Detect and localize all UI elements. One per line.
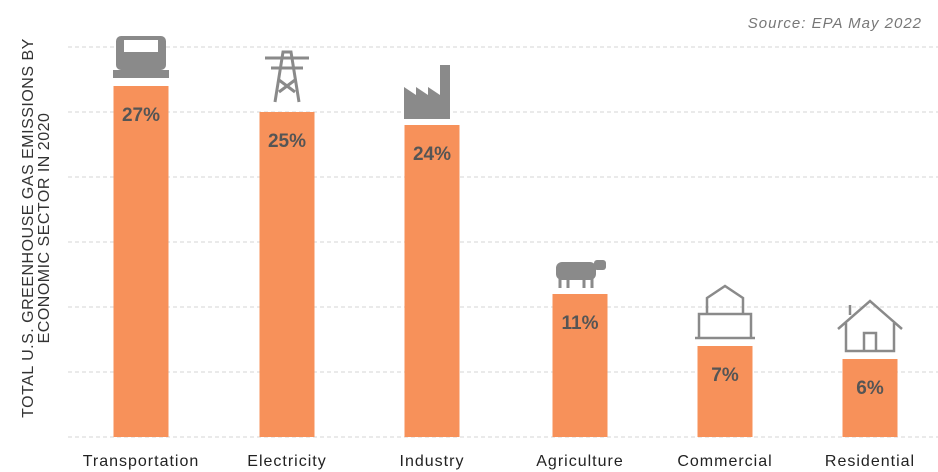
bar: [113, 86, 169, 437]
x-tick-label: Transportation: [83, 453, 200, 470]
bar: [404, 125, 460, 437]
x-tick-label: Industry: [400, 453, 465, 470]
icon: [695, 284, 755, 340]
x-tick-label: Electricity: [247, 453, 326, 470]
x-tick-label: Commercial: [677, 453, 772, 470]
source-note: Source: EPA May 2022: [748, 15, 922, 32]
x-tick-label: Agriculture: [536, 453, 623, 470]
icon: [594, 260, 606, 270]
x-tick-label: Residential: [825, 453, 915, 470]
bar: [842, 359, 898, 437]
value-label: 6%: [856, 378, 884, 399]
value-label: 27%: [122, 105, 160, 126]
icon: [556, 262, 596, 280]
value-label: 7%: [711, 365, 739, 386]
value-label: 24%: [413, 144, 451, 165]
y-axis-label: TOTAL U.S. GREENHOUSE GAS EMISSIONS BY E…: [20, 38, 53, 418]
value-label: 11%: [562, 313, 599, 334]
icon: [558, 278, 594, 288]
value-label: 25%: [268, 131, 306, 152]
icon: [113, 70, 169, 78]
icon: [124, 40, 158, 52]
icon: [404, 65, 450, 119]
icon: [265, 50, 309, 103]
icon: [837, 299, 903, 353]
bar: [552, 294, 608, 437]
bar: [697, 346, 753, 437]
bar: [259, 112, 315, 437]
